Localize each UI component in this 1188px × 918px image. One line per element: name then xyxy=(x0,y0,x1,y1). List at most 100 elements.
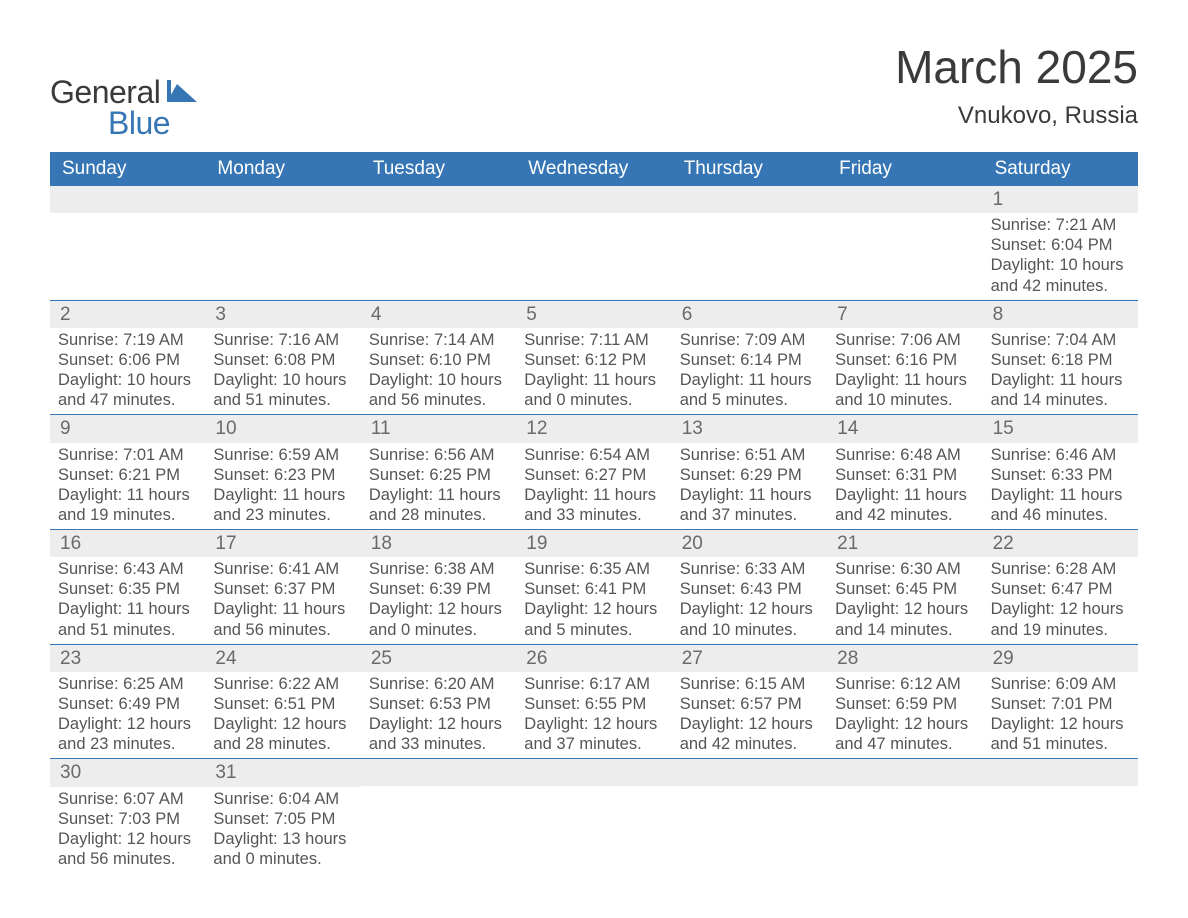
daylight-line-2: and 19 minutes. xyxy=(58,505,197,525)
day-details: Sunrise: 7:06 AMSunset: 6:16 PMDaylight:… xyxy=(827,328,982,415)
day-number: 24 xyxy=(205,645,360,672)
daylight-line-1: Daylight: 10 hours xyxy=(58,370,197,390)
calendar-day-empty xyxy=(205,186,360,300)
calendar-day: 7Sunrise: 7:06 AMSunset: 6:16 PMDaylight… xyxy=(827,301,982,415)
sunset-line: Sunset: 6:35 PM xyxy=(58,579,197,599)
daylight-line-2: and 5 minutes. xyxy=(524,620,663,640)
day-details xyxy=(672,786,827,792)
day-details: Sunrise: 6:25 AMSunset: 6:49 PMDaylight:… xyxy=(50,672,205,759)
sunset-line: Sunset: 6:16 PM xyxy=(835,350,974,370)
day-number: 23 xyxy=(50,645,205,672)
day-details xyxy=(361,786,516,792)
day-details: Sunrise: 6:33 AMSunset: 6:43 PMDaylight:… xyxy=(672,557,827,644)
day-number xyxy=(205,186,360,213)
sunset-line: Sunset: 6:39 PM xyxy=(369,579,508,599)
calendar-day-empty xyxy=(50,186,205,300)
sunrise-line: Sunrise: 6:12 AM xyxy=(835,674,974,694)
month-title: March 2025 xyxy=(895,40,1138,94)
sunset-line: Sunset: 6:47 PM xyxy=(991,579,1130,599)
daylight-line-1: Daylight: 11 hours xyxy=(835,370,974,390)
sunrise-line: Sunrise: 6:33 AM xyxy=(680,559,819,579)
sunset-line: Sunset: 6:49 PM xyxy=(58,694,197,714)
sunrise-line: Sunrise: 6:38 AM xyxy=(369,559,508,579)
weekday-header: Wednesday xyxy=(516,152,671,186)
day-number: 21 xyxy=(827,530,982,557)
calendar-day-empty xyxy=(983,759,1138,873)
weekday-header-row: SundayMondayTuesdayWednesdayThursdayFrid… xyxy=(50,152,1138,186)
sunrise-line: Sunrise: 6:51 AM xyxy=(680,445,819,465)
day-details: Sunrise: 7:14 AMSunset: 6:10 PMDaylight:… xyxy=(361,328,516,415)
day-details: Sunrise: 6:07 AMSunset: 7:03 PMDaylight:… xyxy=(50,787,205,874)
title-block: March 2025 Vnukovo, Russia xyxy=(895,40,1138,130)
calendar-week: 2Sunrise: 7:19 AMSunset: 6:06 PMDaylight… xyxy=(50,300,1138,415)
sunrise-line: Sunrise: 6:30 AM xyxy=(835,559,974,579)
sunset-line: Sunset: 6:12 PM xyxy=(524,350,663,370)
calendar-day: 13Sunrise: 6:51 AMSunset: 6:29 PMDayligh… xyxy=(672,415,827,529)
calendar-day: 19Sunrise: 6:35 AMSunset: 6:41 PMDayligh… xyxy=(516,530,671,644)
calendar-week: 16Sunrise: 6:43 AMSunset: 6:35 PMDayligh… xyxy=(50,529,1138,644)
day-details xyxy=(50,213,205,219)
day-number: 20 xyxy=(672,530,827,557)
logo-word-blue: Blue xyxy=(108,105,170,142)
calendar-day: 25Sunrise: 6:20 AMSunset: 6:53 PMDayligh… xyxy=(361,645,516,759)
sunrise-line: Sunrise: 6:28 AM xyxy=(991,559,1130,579)
sunrise-line: Sunrise: 7:01 AM xyxy=(58,445,197,465)
day-details: Sunrise: 6:15 AMSunset: 6:57 PMDaylight:… xyxy=(672,672,827,759)
sunset-line: Sunset: 6:23 PM xyxy=(213,465,352,485)
daylight-line-1: Daylight: 11 hours xyxy=(991,485,1130,505)
day-details: Sunrise: 6:46 AMSunset: 6:33 PMDaylight:… xyxy=(983,443,1138,530)
sunrise-line: Sunrise: 6:07 AM xyxy=(58,789,197,809)
daylight-line-2: and 47 minutes. xyxy=(835,734,974,754)
daylight-line-2: and 42 minutes. xyxy=(835,505,974,525)
sunset-line: Sunset: 6:51 PM xyxy=(213,694,352,714)
daylight-line-1: Daylight: 11 hours xyxy=(524,370,663,390)
day-details: Sunrise: 7:09 AMSunset: 6:14 PMDaylight:… xyxy=(672,328,827,415)
sunset-line: Sunset: 7:01 PM xyxy=(991,694,1130,714)
calendar-day: 21Sunrise: 6:30 AMSunset: 6:45 PMDayligh… xyxy=(827,530,982,644)
sunrise-line: Sunrise: 7:21 AM xyxy=(991,215,1130,235)
sunrise-line: Sunrise: 6:20 AM xyxy=(369,674,508,694)
daylight-line-2: and 33 minutes. xyxy=(524,505,663,525)
sunset-line: Sunset: 6:27 PM xyxy=(524,465,663,485)
calendar-week: 1Sunrise: 7:21 AMSunset: 6:04 PMDaylight… xyxy=(50,186,1138,300)
sunrise-line: Sunrise: 6:41 AM xyxy=(213,559,352,579)
sunset-line: Sunset: 6:41 PM xyxy=(524,579,663,599)
day-details xyxy=(516,213,671,219)
calendar-day: 8Sunrise: 7:04 AMSunset: 6:18 PMDaylight… xyxy=(983,301,1138,415)
day-details: Sunrise: 6:56 AMSunset: 6:25 PMDaylight:… xyxy=(361,443,516,530)
daylight-line-2: and 33 minutes. xyxy=(369,734,508,754)
calendar-day: 24Sunrise: 6:22 AMSunset: 6:51 PMDayligh… xyxy=(205,645,360,759)
weekday-header: Monday xyxy=(205,152,360,186)
daylight-line-1: Daylight: 12 hours xyxy=(369,714,508,734)
location: Vnukovo, Russia xyxy=(895,102,1138,130)
day-number: 19 xyxy=(516,530,671,557)
day-number xyxy=(50,186,205,213)
day-details xyxy=(827,213,982,219)
daylight-line-1: Daylight: 12 hours xyxy=(991,599,1130,619)
sunset-line: Sunset: 6:08 PM xyxy=(213,350,352,370)
calendar-day: 15Sunrise: 6:46 AMSunset: 6:33 PMDayligh… xyxy=(983,415,1138,529)
logo: General Blue xyxy=(50,74,197,142)
daylight-line-2: and 23 minutes. xyxy=(213,505,352,525)
weekday-header: Friday xyxy=(827,152,982,186)
daylight-line-2: and 5 minutes. xyxy=(680,390,819,410)
day-details: Sunrise: 7:04 AMSunset: 6:18 PMDaylight:… xyxy=(983,328,1138,415)
daylight-line-2: and 14 minutes. xyxy=(991,390,1130,410)
sunset-line: Sunset: 6:18 PM xyxy=(991,350,1130,370)
day-number xyxy=(827,759,982,786)
daylight-line-2: and 14 minutes. xyxy=(835,620,974,640)
daylight-line-1: Daylight: 11 hours xyxy=(680,370,819,390)
calendar-day-empty xyxy=(827,186,982,300)
day-details: Sunrise: 6:54 AMSunset: 6:27 PMDaylight:… xyxy=(516,443,671,530)
calendar-day: 2Sunrise: 7:19 AMSunset: 6:06 PMDaylight… xyxy=(50,301,205,415)
sunrise-line: Sunrise: 7:09 AM xyxy=(680,330,819,350)
sunset-line: Sunset: 6:29 PM xyxy=(680,465,819,485)
daylight-line-2: and 10 minutes. xyxy=(680,620,819,640)
logo-flag-icon xyxy=(167,80,197,107)
daylight-line-1: Daylight: 11 hours xyxy=(369,485,508,505)
daylight-line-1: Daylight: 11 hours xyxy=(835,485,974,505)
calendar-day-empty xyxy=(827,759,982,873)
daylight-line-1: Daylight: 11 hours xyxy=(524,485,663,505)
sunset-line: Sunset: 6:43 PM xyxy=(680,579,819,599)
day-number xyxy=(516,186,671,213)
